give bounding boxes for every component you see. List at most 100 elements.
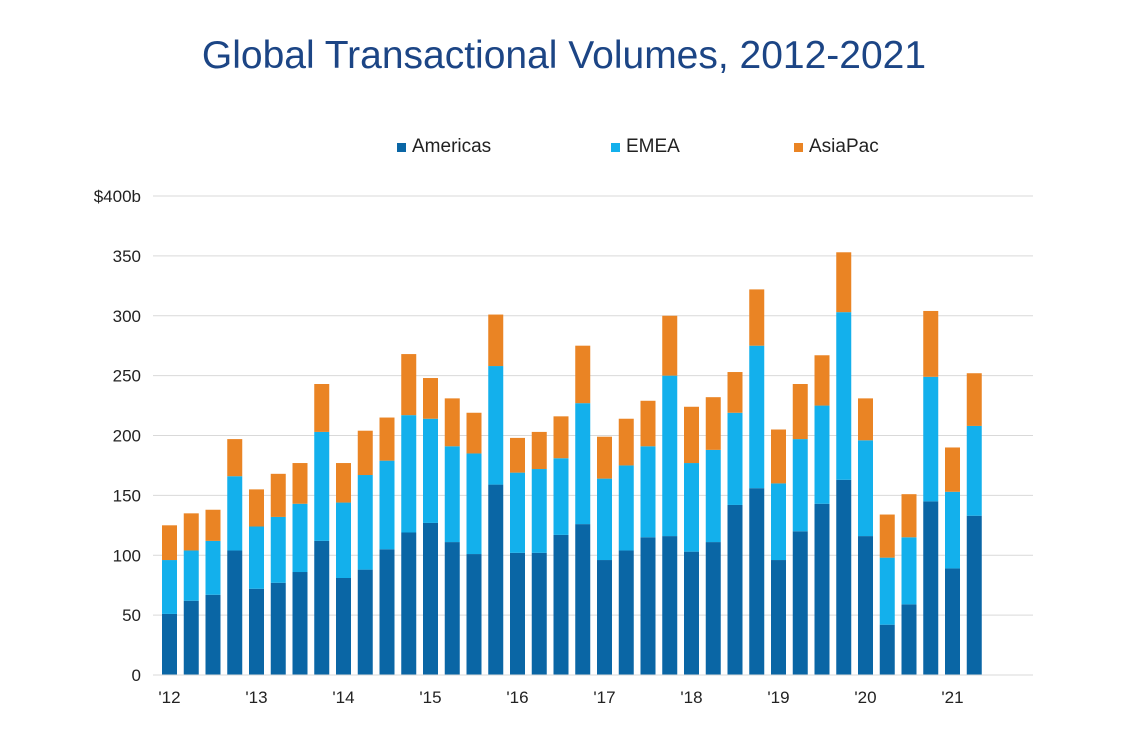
bar-americas-34 <box>879 624 895 675</box>
x-tick-label: '16 <box>506 688 528 707</box>
bar-americas-5 <box>249 588 264 675</box>
bar-asiapac-6 <box>270 473 286 517</box>
bar-asiapac-9 <box>336 463 351 503</box>
bar-emea-14 <box>444 446 460 543</box>
bar-emea-2 <box>183 550 199 601</box>
bar-americas-33 <box>858 536 873 675</box>
bar-americas-13 <box>423 522 438 675</box>
bar-emea-31 <box>814 405 830 504</box>
bar-americas-29 <box>771 560 786 675</box>
bar-asiapac-2 <box>183 513 199 551</box>
bar-americas-9 <box>336 578 351 675</box>
bar-emea-19 <box>553 458 569 535</box>
bar-asiapac-14 <box>444 398 460 447</box>
bar-americas-3 <box>205 594 221 675</box>
y-tick-label: 100 <box>113 546 141 565</box>
y-tick-label: 0 <box>132 666 141 685</box>
bar-asiapac-11 <box>379 417 395 461</box>
x-tick-label: '21 <box>941 688 963 707</box>
bar-americas-38 <box>966 515 982 675</box>
bar-americas-32 <box>836 479 852 675</box>
bar-asiapac-37 <box>945 447 960 492</box>
bar-americas-4 <box>227 550 243 675</box>
bar-asiapac-19 <box>553 416 569 459</box>
bar-emea-12 <box>401 415 417 533</box>
bar-asiapac-15 <box>466 412 482 454</box>
x-tick-label: '17 <box>593 688 615 707</box>
bar-americas-37 <box>945 568 960 675</box>
bar-americas-28 <box>749 488 765 675</box>
y-tick-label: 250 <box>113 367 141 386</box>
bar-asiapac-35 <box>901 494 917 538</box>
bar-americas-11 <box>379 549 395 675</box>
bar-emea-26 <box>705 449 721 543</box>
bar-asiapac-7 <box>292 463 308 504</box>
bar-emea-29 <box>771 483 786 561</box>
bar-asiapac-8 <box>314 384 330 432</box>
bar-emea-36 <box>923 376 939 502</box>
bar-emea-24 <box>662 375 678 537</box>
bar-americas-17 <box>510 552 525 675</box>
bar-americas-2 <box>183 600 199 675</box>
bar-emea-8 <box>314 431 330 541</box>
bar-emea-37 <box>945 491 960 569</box>
legend: Americas EMEA AsiaPac <box>0 136 1128 160</box>
bar-asiapac-18 <box>531 431 547 470</box>
x-tick-label: '20 <box>854 688 876 707</box>
bar-asiapac-21 <box>597 436 612 479</box>
bar-emea-10 <box>357 475 373 570</box>
bar-emea-3 <box>205 540 221 595</box>
bar-asiapac-30 <box>792 384 808 440</box>
bar-asiapac-24 <box>662 315 678 376</box>
y-tick-label: $400b <box>94 187 141 206</box>
bar-americas-19 <box>553 534 569 675</box>
bar-asiapac-27 <box>727 372 743 413</box>
legend-item-americas: Americas <box>397 136 491 158</box>
bar-americas-35 <box>901 604 917 675</box>
x-tick-label: '13 <box>245 688 267 707</box>
bar-americas-8 <box>314 540 330 675</box>
bar-emea-9 <box>336 502 351 579</box>
bar-emea-23 <box>640 446 656 538</box>
bar-asiapac-33 <box>858 398 873 441</box>
bar-asiapac-23 <box>640 400 656 447</box>
legend-label-americas: Americas <box>412 136 492 157</box>
bar-emea-13 <box>423 418 438 523</box>
x-tick-label: '18 <box>680 688 702 707</box>
bar-emea-15 <box>466 453 482 555</box>
bar-emea-25 <box>684 463 699 552</box>
y-tick-label: 50 <box>122 606 141 625</box>
bar-emea-30 <box>792 439 808 532</box>
bar-asiapac-29 <box>771 429 786 484</box>
chart-title: Global Transactional Volumes, 2012-2021 <box>201 34 927 77</box>
bar-americas-15 <box>466 554 482 675</box>
bar-asiapac-36 <box>923 310 939 377</box>
bar-asiapac-25 <box>684 406 699 464</box>
y-tick-label: 350 <box>113 247 141 266</box>
bar-asiapac-12 <box>401 354 417 416</box>
bar-emea-18 <box>531 469 547 553</box>
bar-emea-11 <box>379 460 395 550</box>
bar-americas-7 <box>292 572 308 675</box>
x-tick-label: '14 <box>332 688 354 707</box>
bar-americas-6 <box>270 582 286 675</box>
bar-americas-23 <box>640 537 656 675</box>
bar-asiapac-17 <box>510 437 525 473</box>
bar-emea-20 <box>575 403 591 525</box>
bar-emea-34 <box>879 557 895 625</box>
legend-label-emea: EMEA <box>626 136 680 157</box>
x-tick-label: '19 <box>767 688 789 707</box>
bar-emea-35 <box>901 537 917 605</box>
bar-emea-6 <box>270 516 286 583</box>
bar-americas-30 <box>792 531 808 675</box>
bar-asiapac-1 <box>162 525 177 561</box>
bar-emea-4 <box>227 476 243 551</box>
bar-asiapac-5 <box>249 489 264 527</box>
x-tick-label: '15 <box>419 688 441 707</box>
bar-americas-24 <box>662 536 678 675</box>
bar-asiapac-34 <box>879 514 895 558</box>
bar-americas-14 <box>444 542 460 675</box>
bar-emea-33 <box>858 440 873 537</box>
bar-asiapac-31 <box>814 355 830 406</box>
